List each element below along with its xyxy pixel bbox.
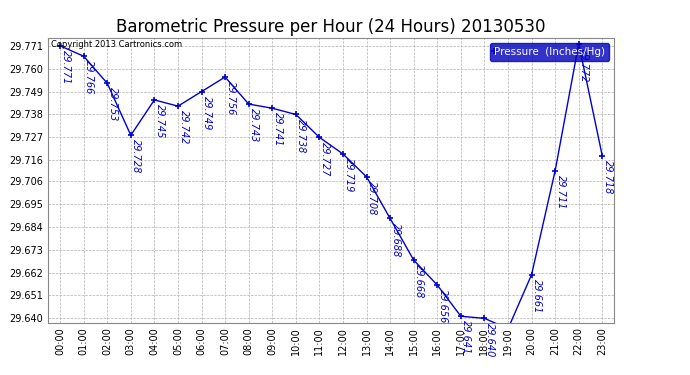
- Pressure  (Inches/Hg): [268, 106, 277, 111]
- Pressure  (Inches/Hg): [598, 154, 607, 158]
- Pressure  (Inches/Hg): [433, 283, 442, 287]
- Pressure  (Inches/Hg): [292, 112, 300, 117]
- Pressure  (Inches/Hg): [339, 152, 347, 156]
- Text: 29.745: 29.745: [155, 104, 165, 138]
- Pressure  (Inches/Hg): [527, 272, 535, 277]
- Pressure  (Inches/Hg): [56, 44, 64, 48]
- Text: 29.718: 29.718: [603, 160, 613, 195]
- Text: 29.738: 29.738: [297, 118, 306, 153]
- Text: 29.743: 29.743: [249, 108, 259, 142]
- Text: Copyright 2013 Cartronics.com: Copyright 2013 Cartronics.com: [51, 40, 182, 50]
- Text: 29.640: 29.640: [485, 322, 495, 357]
- Pressure  (Inches/Hg): [480, 316, 489, 321]
- Text: 29.708: 29.708: [367, 181, 377, 215]
- Pressure  (Inches/Hg): [386, 216, 394, 221]
- Legend: Pressure  (Inches/Hg): Pressure (Inches/Hg): [490, 43, 609, 61]
- Pressure  (Inches/Hg): [221, 75, 229, 79]
- Text: 29.688: 29.688: [391, 223, 401, 257]
- Text: 29.756: 29.756: [226, 81, 236, 116]
- Pressure  (Inches/Hg): [150, 98, 159, 102]
- Text: 29.661: 29.661: [532, 279, 542, 313]
- Pressure  (Inches/Hg): [197, 89, 206, 94]
- Pressure  (Inches/Hg): [244, 102, 253, 106]
- Pressure  (Inches/Hg): [410, 258, 418, 262]
- Text: 29.741: 29.741: [273, 112, 283, 147]
- Title: Barometric Pressure per Hour (24 Hours) 20130530: Barometric Pressure per Hour (24 Hours) …: [117, 18, 546, 36]
- Text: 29.668: 29.668: [414, 264, 424, 298]
- Line: Pressure  (Inches/Hg): Pressure (Inches/Hg): [57, 40, 606, 332]
- Pressure  (Inches/Hg): [575, 42, 583, 46]
- Pressure  (Inches/Hg): [362, 175, 371, 179]
- Text: 29.771: 29.771: [61, 50, 70, 84]
- Text: 29.727: 29.727: [320, 141, 330, 176]
- Text: 29.641: 29.641: [462, 320, 471, 355]
- Text: 29.766: 29.766: [84, 60, 95, 95]
- Text: 29.742: 29.742: [179, 110, 188, 145]
- Text: 29.711: 29.711: [555, 175, 566, 209]
- Text: 29.656: 29.656: [438, 289, 448, 324]
- Text: 29.719: 29.719: [344, 158, 353, 192]
- Pressure  (Inches/Hg): [79, 54, 88, 58]
- Text: 29.635: 29.635: [0, 374, 1, 375]
- Text: 29.772: 29.772: [580, 48, 589, 82]
- Text: 29.753: 29.753: [108, 87, 118, 122]
- Pressure  (Inches/Hg): [457, 314, 465, 318]
- Pressure  (Inches/Hg): [551, 168, 560, 173]
- Text: 29.749: 29.749: [202, 96, 212, 130]
- Text: 29.728: 29.728: [131, 140, 141, 174]
- Pressure  (Inches/Hg): [103, 81, 111, 86]
- Pressure  (Inches/Hg): [174, 104, 182, 108]
- Pressure  (Inches/Hg): [315, 135, 324, 140]
- Pressure  (Inches/Hg): [127, 133, 135, 138]
- Pressure  (Inches/Hg): [504, 327, 512, 331]
